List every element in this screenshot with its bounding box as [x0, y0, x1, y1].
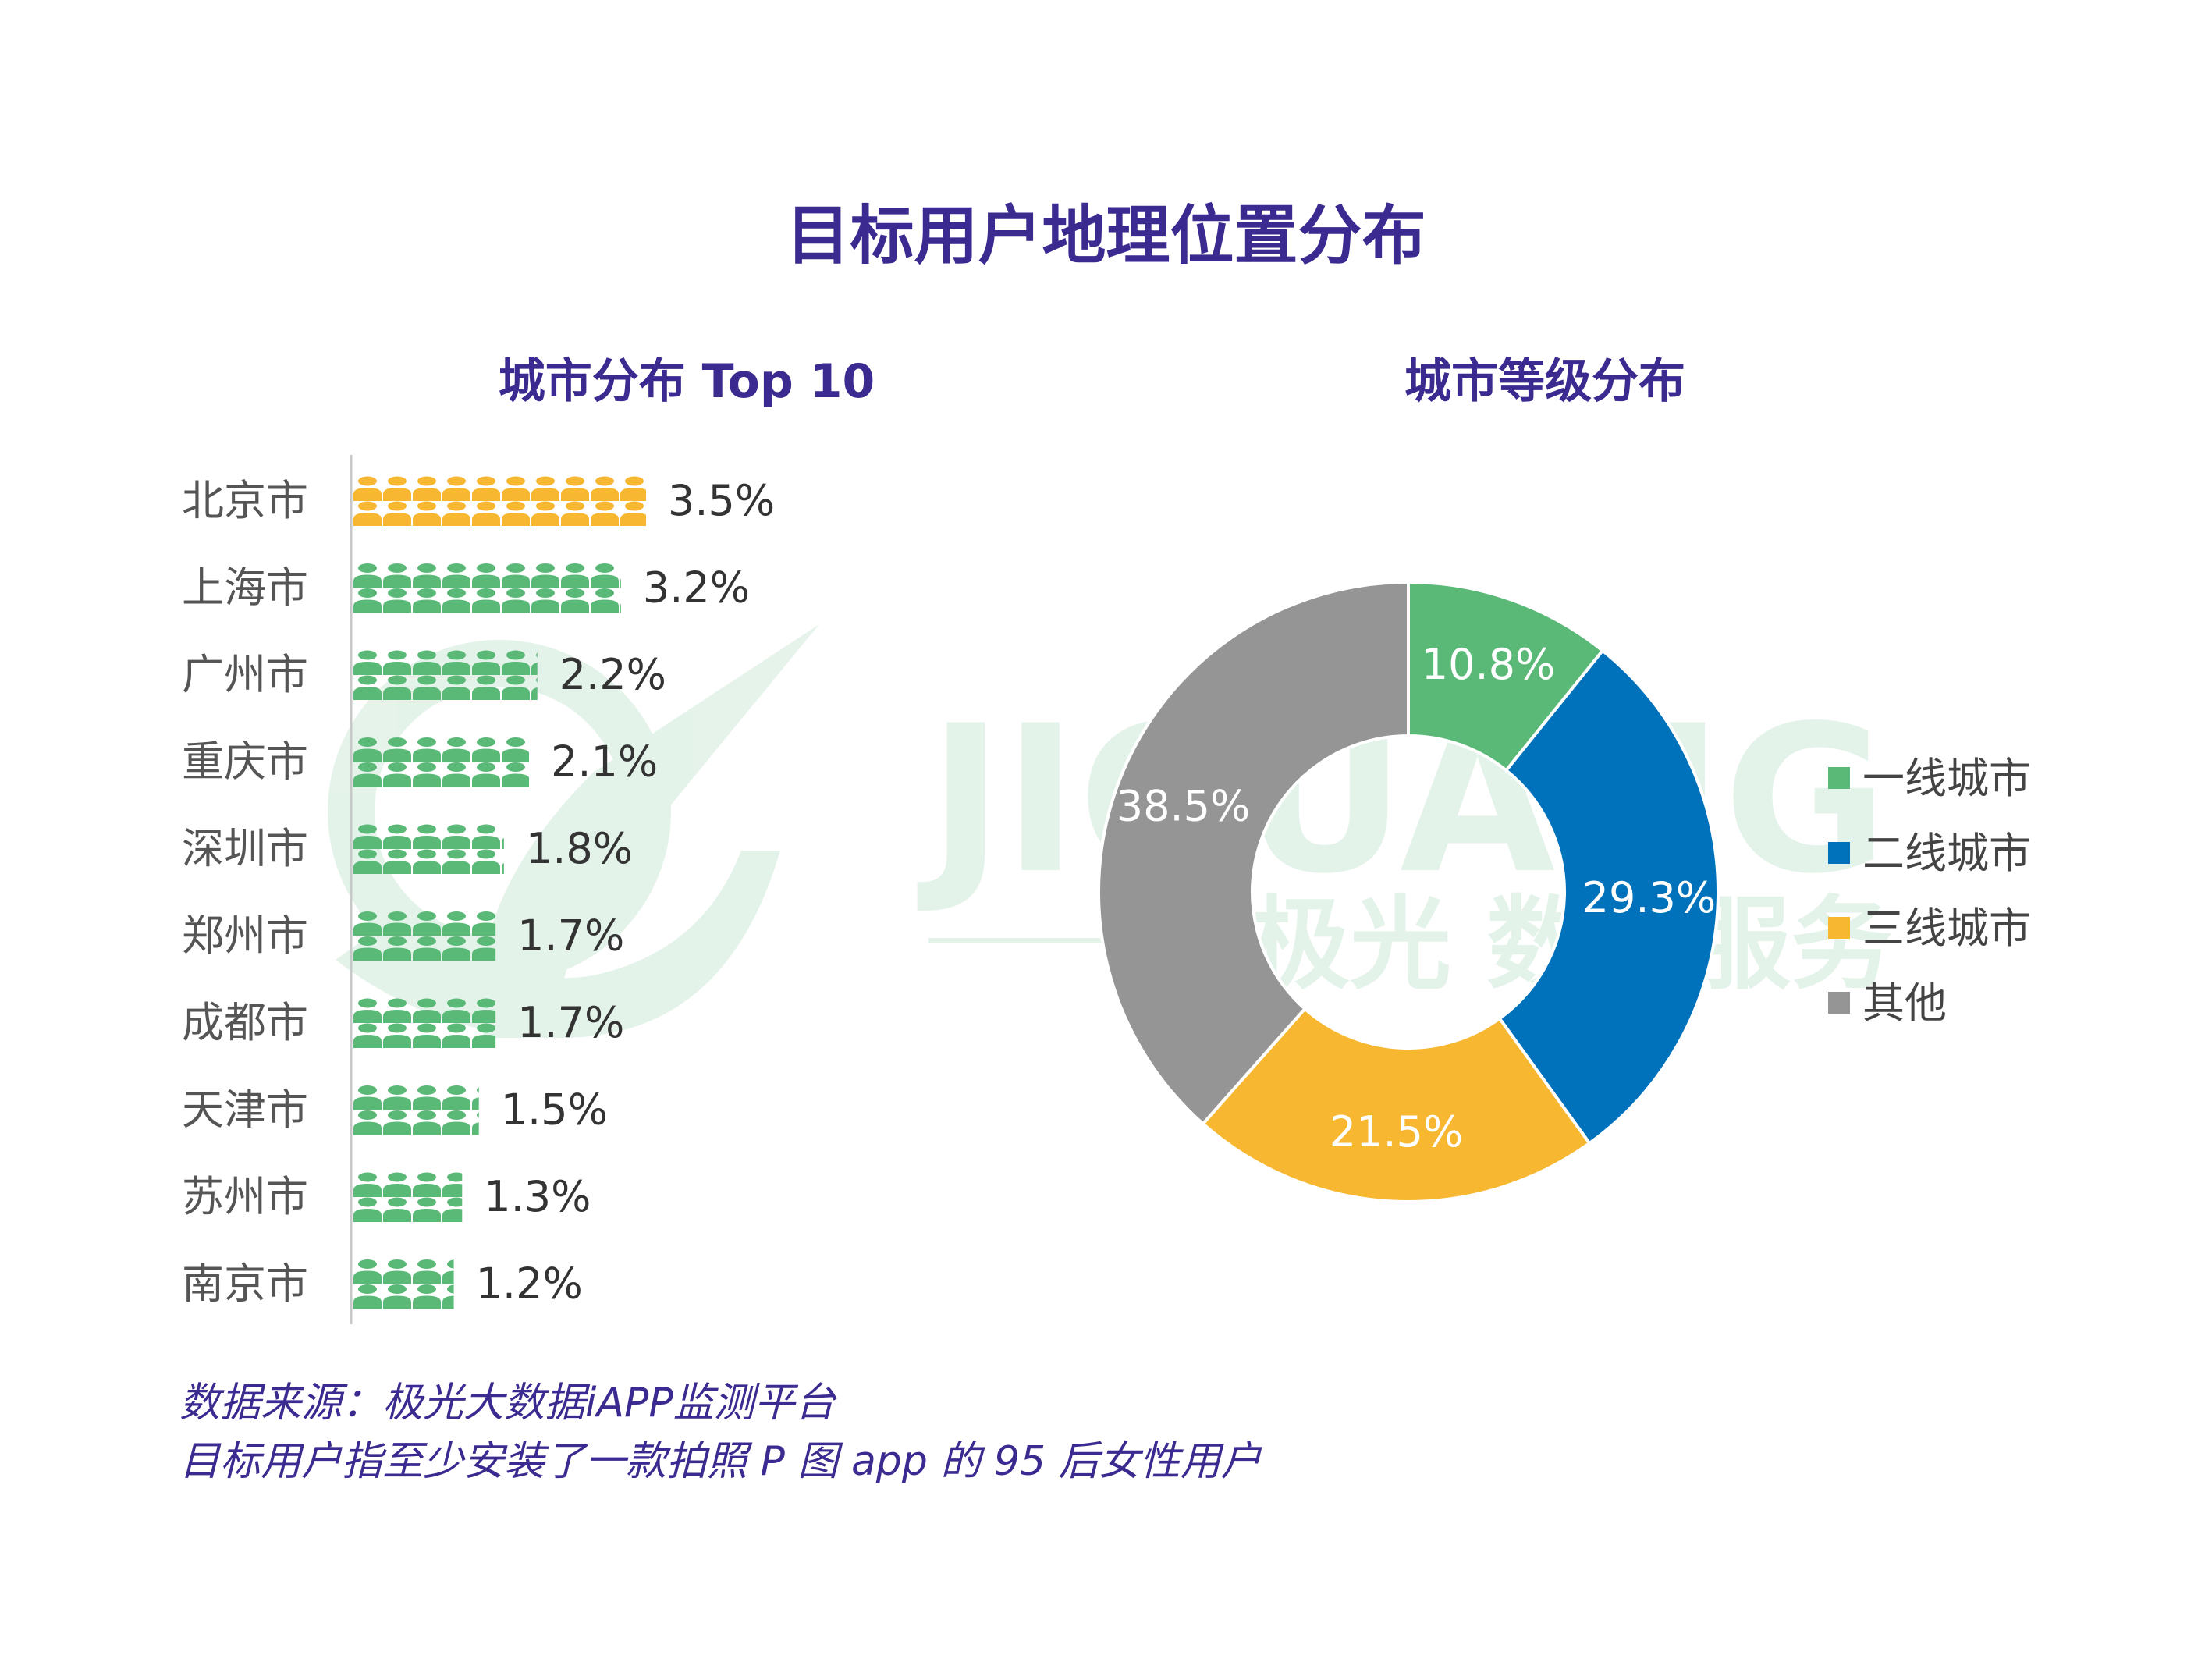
bar	[353, 1259, 454, 1309]
bar-row: 北京市 3.5%	[182, 476, 775, 526]
bar	[353, 1172, 463, 1222]
slice-value-label: 21.5%	[1330, 1107, 1464, 1156]
city-label: 郑州市	[182, 911, 308, 961]
bar	[353, 1085, 479, 1135]
legend-label: 三线城市	[1862, 904, 2031, 953]
legend-swatch	[1828, 992, 1850, 1014]
city-label: 成都市	[182, 998, 308, 1047]
bar-row: 成都市 1.7%	[182, 998, 624, 1048]
donut-chart-title: 城市等级分布	[1404, 354, 1685, 409]
bar	[353, 563, 621, 613]
city-label: 南京市	[182, 1259, 308, 1309]
legend-swatch	[1828, 842, 1850, 864]
donut-slice	[1407, 580, 1605, 773]
note-footnote: 目标用户指至少安装了一款拍照 P 图 app 的 95 后女性用户	[179, 1438, 1262, 1485]
legend-label: 二线城市	[1862, 829, 2031, 878]
legend-item: 一线城市	[1828, 754, 2031, 803]
legend-item: 其他	[1828, 979, 1947, 1028]
bar-row: 深圳市 1.8%	[182, 824, 633, 874]
legend-swatch	[1828, 767, 1850, 789]
source-footnote: 数据来源：极光大数据iAPP监测平台	[179, 1380, 836, 1426]
city-label: 上海市	[182, 563, 308, 613]
bar-row: 重庆市 2.1%	[182, 737, 658, 787]
bar-row: 苏州市 1.3%	[182, 1172, 591, 1222]
bar-value-label: 2.2%	[559, 650, 666, 699]
legend-swatch	[1828, 917, 1850, 939]
legend-item: 三线城市	[1828, 904, 2031, 953]
donut-slice	[1497, 648, 1720, 1146]
slice-value-label: 29.3%	[1582, 873, 1717, 922]
bar-value-label: 3.2%	[643, 563, 750, 613]
bar-row: 南京市 1.2%	[182, 1259, 583, 1309]
page-title: 目标用户地理位置分布	[786, 199, 1426, 273]
slice-value-label: 10.8%	[1422, 640, 1556, 689]
city-label: 广州市	[182, 650, 308, 699]
bar-value-label: 1.2%	[476, 1259, 583, 1309]
bar-value-label: 1.7%	[517, 998, 624, 1047]
bar-value-label: 1.5%	[501, 1085, 608, 1135]
city-label: 深圳市	[182, 824, 308, 873]
donut-slice	[1200, 1006, 1592, 1203]
bar-value-label: 1.3%	[484, 1172, 591, 1221]
bar-row: 广州市 2.2%	[182, 650, 666, 700]
bar-value-label: 1.8%	[526, 824, 633, 873]
bar-chart-title: 城市分布 Top 10	[498, 354, 875, 409]
bar	[353, 476, 646, 526]
donut-slice	[1097, 580, 1410, 1126]
bar-value-label: 2.1%	[551, 737, 658, 787]
slice-value-label: 38.5%	[1117, 782, 1251, 831]
bar-row: 天津市 1.5%	[182, 1085, 608, 1135]
legend-label: 一线城市	[1862, 754, 2031, 803]
bar-row: 郑州市 1.7%	[182, 911, 624, 961]
city-label: 北京市	[182, 476, 308, 525]
legend-label: 其他	[1862, 979, 1947, 1028]
legend-item: 二线城市	[1828, 829, 2031, 878]
bar-value-label: 1.7%	[517, 911, 624, 961]
city-label: 苏州市	[182, 1172, 308, 1221]
city-label: 重庆市	[182, 737, 308, 787]
city-label: 天津市	[182, 1085, 308, 1135]
watermark-swirl-icon	[480, 624, 819, 1038]
bar-row: 上海市 3.2%	[182, 563, 750, 613]
bar-value-label: 3.5%	[668, 476, 775, 525]
